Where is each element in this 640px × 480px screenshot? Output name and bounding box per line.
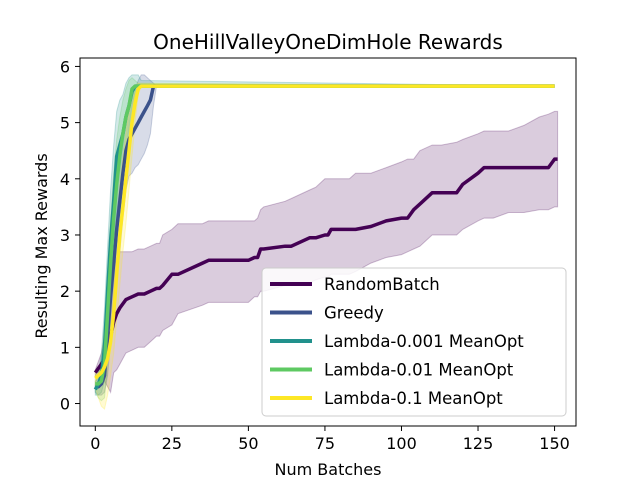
x-tick-label: 75 [315, 434, 335, 453]
legend-label-4: Lambda-0.1 MeanOpt [324, 389, 503, 408]
y-tick-label: 2 [60, 282, 70, 301]
y-tick-label: 3 [60, 226, 70, 245]
chart-title: OneHillValleyOneDimHole Rewards [153, 30, 503, 54]
x-tick-label: 25 [162, 434, 182, 453]
y-axis-title: Resulting Max Rewards [32, 153, 51, 338]
legend-label-3: Lambda-0.01 MeanOpt [324, 361, 514, 380]
x-tick-label: 50 [238, 434, 258, 453]
x-axis: 0 25 50 75 100 125 150 [90, 426, 570, 453]
line-series-0 [93, 157, 558, 374]
legend: RandomBatch Greedy Lambda-0.001 MeanOpt Lam… [261, 267, 567, 417]
line-series-4 [94, 84, 555, 380]
y-tick-label: 6 [60, 57, 70, 76]
y-tick-label: 4 [60, 170, 70, 189]
x-tick-label: 100 [386, 434, 417, 453]
legend-box [261, 267, 567, 417]
y-tick-label: 5 [60, 114, 70, 133]
band-series-0 [94, 110, 559, 394]
x-tick-label: 0 [90, 434, 100, 453]
plot-frame [79, 57, 577, 427]
series-lines [93, 84, 558, 391]
legend-label-2: Lambda-0.001 MeanOpt [324, 332, 524, 351]
legend-label-0: RandomBatch [324, 275, 440, 294]
y-tick-label: 1 [60, 338, 70, 357]
x-tick-label: 150 [539, 434, 570, 453]
x-tick-label: 125 [463, 434, 494, 453]
legend-label-1: Greedy [324, 304, 384, 323]
y-tick-label: 0 [60, 395, 70, 414]
x-axis-title: Num Batches [275, 460, 382, 479]
y-axis: 0 1 2 3 4 5 6 [60, 57, 80, 414]
